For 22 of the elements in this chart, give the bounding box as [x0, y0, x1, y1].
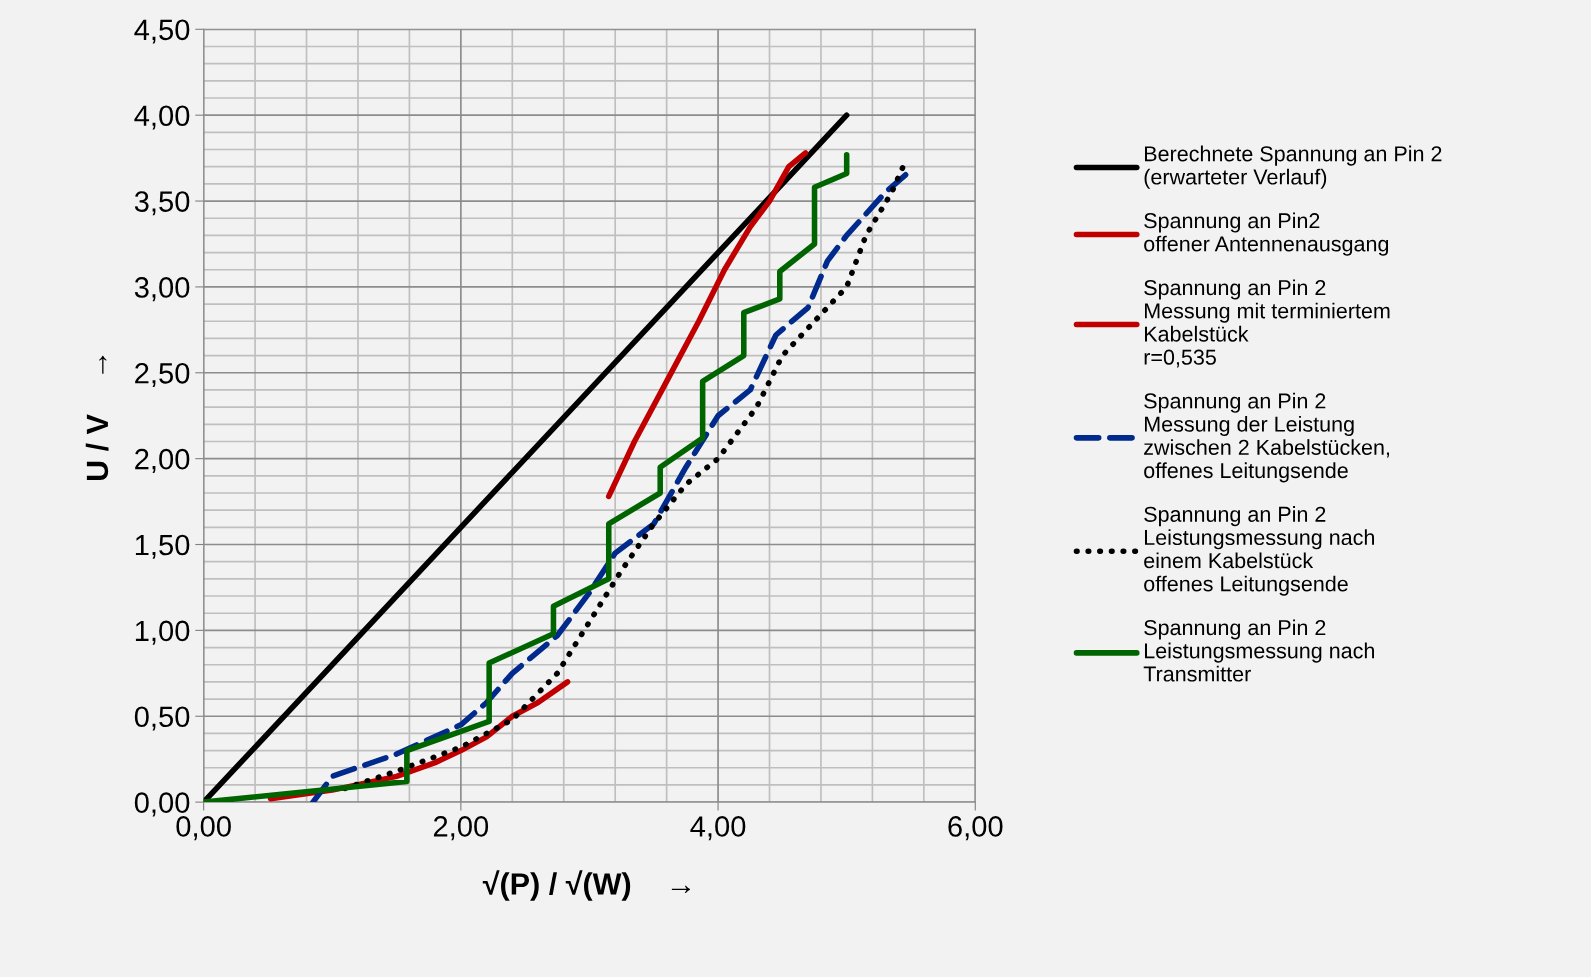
y-tick-label: 4,00: [134, 105, 190, 130]
legend-label: Spannung an Pin 2 Messung mit terminiertem Kabelstück r=0,535: [1144, 279, 1390, 368]
y-tick-label: 2,50: [135, 362, 190, 388]
x-tick-label: 2,00: [433, 816, 489, 841]
y-tick-label: 3,00: [134, 277, 190, 302]
y-tick-label: 0,50: [134, 706, 190, 731]
y-tick-label: 1,00: [135, 620, 190, 645]
legend-label: Berechnete Spannung an Pin 2 (erwarteter Verlauf): [1144, 145, 1442, 189]
y-tick-label: 2,00: [135, 448, 190, 473]
legend-label: Spannung an Pin2 offener Antennenausgang: [1144, 212, 1389, 256]
x-axis-title: √(P) / √(W) →: [482, 870, 690, 901]
legend-label: Spannung an Pin 2 Leistungsmessung nach einem Kabelstück offenes Leitungsende: [1144, 506, 1374, 596]
y-tick-label: 3,50: [134, 191, 190, 216]
y-tick-label: 4,50: [134, 19, 190, 44]
x-tick-label: 6,00: [948, 816, 1003, 841]
legend-label: Spannung an Pin 2 Leistungsmessung nach Transmitter: [1143, 619, 1374, 682]
legend-label: Spannung an Pin 2 Messung der Leistung zwischen 2 Kabelstücken, offenes Leitungsende: [1144, 392, 1389, 483]
y-tick-label: 1,50: [135, 534, 190, 559]
x-tick-label: 0,00: [176, 816, 231, 841]
x-tick-label: 4,00: [690, 816, 746, 841]
y-axis-title: U / V →: [85, 355, 109, 481]
y-tick-label: 0,00: [134, 792, 190, 817]
